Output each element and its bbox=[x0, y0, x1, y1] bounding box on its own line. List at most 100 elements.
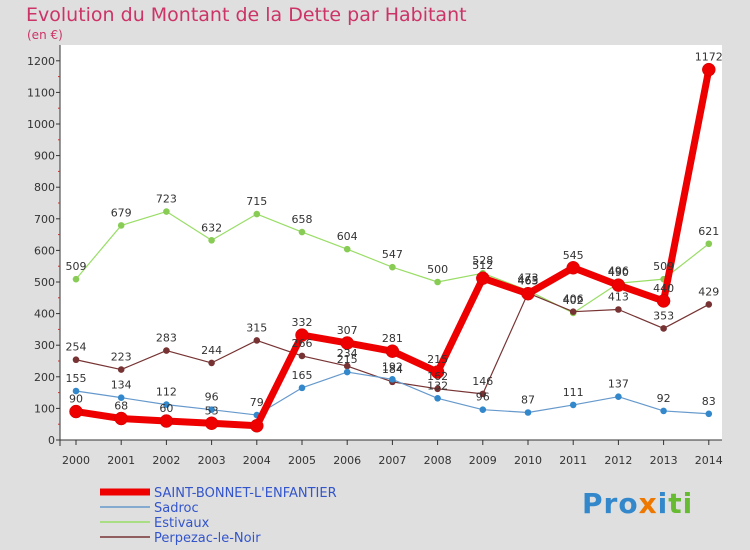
data-point bbox=[208, 236, 215, 244]
y-tick-label: 100 bbox=[34, 402, 55, 415]
data-label: 283 bbox=[156, 332, 177, 345]
proxiti-logo: Proxiti bbox=[582, 487, 694, 520]
data-point bbox=[615, 393, 622, 401]
y-tick-label: 1100 bbox=[27, 86, 55, 99]
data-label: 604 bbox=[337, 230, 358, 243]
x-tick-label: 2006 bbox=[333, 454, 361, 467]
data-point bbox=[521, 286, 535, 301]
x-tick-label: 2004 bbox=[243, 454, 271, 467]
data-point bbox=[204, 416, 219, 431]
data-label: 68 bbox=[114, 400, 128, 413]
x-tick-label: 2003 bbox=[198, 454, 226, 467]
data-point bbox=[163, 401, 170, 408]
data-point bbox=[343, 368, 351, 376]
data-point bbox=[479, 390, 487, 398]
data-label: 79 bbox=[250, 396, 264, 409]
data-point bbox=[72, 356, 80, 364]
x-tick-label: 2005 bbox=[288, 454, 316, 467]
data-label: 496 bbox=[608, 264, 629, 277]
y-tick-label: 600 bbox=[34, 244, 55, 257]
data-point bbox=[479, 406, 487, 413]
data-label: 266 bbox=[292, 337, 313, 350]
x-tick-label: 2009 bbox=[469, 454, 497, 467]
x-tick-label: 2014 bbox=[695, 454, 723, 467]
data-label: 509 bbox=[66, 260, 87, 273]
data-label: 96 bbox=[205, 391, 219, 404]
data-label: 96 bbox=[476, 391, 490, 404]
data-point bbox=[295, 328, 309, 342]
data-label: 137 bbox=[608, 378, 629, 391]
data-point bbox=[476, 271, 490, 285]
data-point bbox=[159, 414, 174, 428]
data-point bbox=[660, 407, 667, 415]
data-label: 132 bbox=[427, 379, 448, 392]
data-point bbox=[660, 325, 667, 332]
data-label: 545 bbox=[563, 249, 584, 262]
data-label: 402 bbox=[563, 294, 584, 307]
data-point bbox=[702, 62, 716, 77]
y-tick-label: 500 bbox=[34, 276, 55, 289]
data-point bbox=[253, 210, 261, 218]
x-tick-label: 2013 bbox=[650, 454, 678, 467]
legend-entry: Estivaux bbox=[154, 516, 210, 531]
chart-subtitle: (en €) bbox=[27, 28, 63, 42]
data-label: 244 bbox=[201, 344, 222, 357]
data-label: 621 bbox=[698, 225, 719, 238]
data-point bbox=[434, 278, 441, 286]
data-point bbox=[253, 337, 261, 344]
data-point bbox=[163, 347, 170, 354]
data-label: 500 bbox=[427, 263, 448, 276]
data-point bbox=[208, 406, 215, 413]
data-point bbox=[389, 263, 396, 271]
data-label: 473 bbox=[518, 272, 539, 285]
x-tick-label: 2011 bbox=[559, 454, 587, 467]
data-label: 715 bbox=[246, 195, 267, 208]
data-point bbox=[569, 401, 577, 409]
data-point bbox=[117, 394, 125, 401]
data-label: 215 bbox=[427, 353, 448, 366]
data-point bbox=[117, 366, 125, 373]
x-tick-label: 2007 bbox=[378, 454, 406, 467]
data-label: 658 bbox=[292, 213, 313, 226]
data-point bbox=[114, 411, 128, 426]
legend-entry: Perpezac-le-Noir bbox=[154, 531, 261, 546]
legend-entry: SAINT-BONNET-L'ENFANTIER bbox=[154, 486, 337, 501]
data-point bbox=[705, 301, 713, 308]
data-label: 192 bbox=[382, 360, 403, 373]
data-label: 162 bbox=[427, 370, 448, 383]
data-label: 254 bbox=[66, 341, 87, 354]
data-point bbox=[72, 275, 80, 283]
data-label: 315 bbox=[246, 321, 267, 334]
data-label: 547 bbox=[382, 248, 403, 261]
data-label: 509 bbox=[653, 260, 674, 273]
data-label: 184 bbox=[382, 363, 403, 376]
data-point bbox=[434, 394, 441, 402]
data-label: 429 bbox=[698, 285, 719, 298]
data-point bbox=[389, 376, 396, 383]
data-point bbox=[385, 344, 400, 358]
x-tick-label: 2001 bbox=[107, 454, 135, 467]
data-point bbox=[524, 409, 532, 416]
data-point bbox=[569, 308, 577, 316]
data-label: 165 bbox=[292, 369, 313, 382]
data-label: 723 bbox=[156, 193, 177, 206]
data-point bbox=[656, 294, 671, 308]
data-point bbox=[72, 387, 80, 395]
plot-area bbox=[60, 45, 722, 440]
y-tick-label: 1200 bbox=[27, 55, 55, 68]
x-tick-label: 2010 bbox=[514, 454, 542, 467]
data-label: 87 bbox=[521, 394, 535, 407]
data-label: 60 bbox=[159, 402, 173, 415]
data-point bbox=[298, 384, 306, 392]
data-label: 512 bbox=[472, 259, 493, 272]
data-point bbox=[163, 208, 170, 215]
y-tick-label: 0 bbox=[48, 434, 55, 447]
data-point bbox=[705, 240, 713, 248]
y-tick-label: 900 bbox=[34, 150, 55, 163]
data-point bbox=[343, 245, 351, 253]
y-tick-label: 300 bbox=[34, 339, 55, 352]
data-label: 223 bbox=[111, 351, 132, 364]
data-label: 90 bbox=[69, 393, 83, 406]
